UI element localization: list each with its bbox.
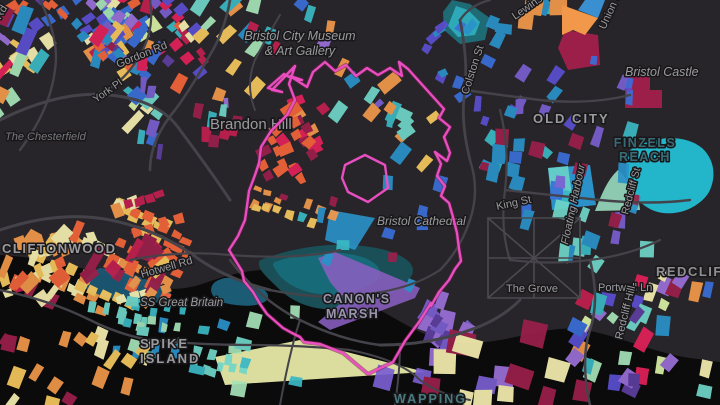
- svg-text:& Art Gallery: & Art Gallery: [265, 44, 336, 58]
- svg-text:REACH: REACH: [619, 150, 671, 164]
- svg-text:SPIKE: SPIKE: [140, 336, 189, 351]
- svg-text:CANON'S: CANON'S: [323, 292, 391, 306]
- svg-text:The Grove: The Grove: [506, 283, 558, 295]
- svg-text:REDCLIF: REDCLIF: [656, 264, 720, 279]
- svg-text:Bristol Castle: Bristol Castle: [625, 65, 699, 79]
- svg-text:ISLAND: ISLAND: [140, 351, 200, 366]
- svg-text:MARSH: MARSH: [326, 307, 379, 321]
- svg-text:CLIFTONWOOD: CLIFTONWOOD: [2, 241, 116, 256]
- svg-text:Bristol City Museum: Bristol City Museum: [244, 29, 355, 43]
- svg-text:The Chesterfield: The Chesterfield: [5, 131, 87, 143]
- svg-text:OLD CITY: OLD CITY: [533, 111, 610, 126]
- svg-text:WAPPING: WAPPING: [394, 392, 467, 405]
- svg-text:FINZELS: FINZELS: [614, 136, 677, 150]
- svg-text:SS Great Britain: SS Great Britain: [140, 297, 223, 309]
